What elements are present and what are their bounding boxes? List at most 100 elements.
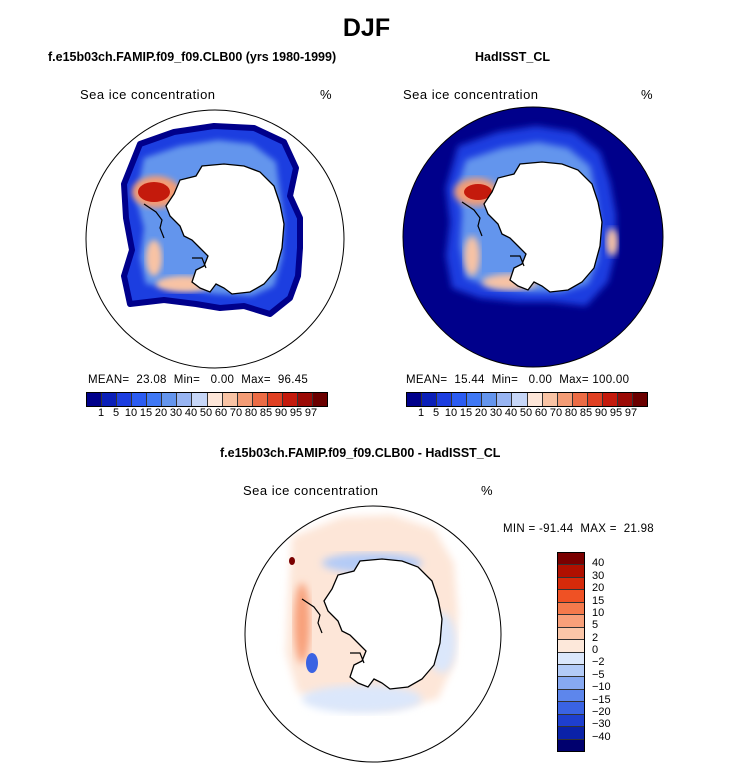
panel3-colorbar-swatch [558,577,584,591]
panel2-colorbar-label: 90 [594,407,608,419]
panel2-colorbar-swatch [617,393,633,406]
panel1-colorbar-swatch [237,393,253,406]
panel2-colorbar-label: 20 [474,407,488,419]
panel1-colorbar-labels: 1 5 10 15 20 30 40 50 60 70 80 85 90 95 97 [86,407,326,421]
panel1-colorbar-swatch [222,393,238,406]
panel3-colorbar-swatch [558,652,584,665]
panel3-polar-map [244,505,502,763]
panel3-colorbar-label: −5 [592,668,605,681]
panel2-colorbar-swatch [497,393,513,406]
panel3-colorbar-swatch [558,602,584,616]
panel1-colorbar-swatch [102,393,118,406]
panel1-colorbar-label: 80 [244,407,258,419]
panel2-variable-label: Sea ice concentration [403,87,539,102]
panel1-colorbar-swatch [312,393,327,406]
panel3-colorbar-swatch [558,689,584,703]
panel1-colorbar-label: 85 [259,407,273,419]
panel1-colorbar-swatch [87,393,103,406]
panel3-colorbar-label: 40 [592,557,605,570]
panel3-colorbar-label: −15 [592,693,611,706]
panel1-colorbar-swatch [132,393,148,406]
panel1-colorbar [86,392,328,407]
panel2-subtitle: HadISST_CL [475,50,551,64]
panel2-colorbar-swatch [572,393,588,406]
panel3-colorbar-swatch [558,640,584,653]
panel3-colorbar-label: −30 [592,718,611,731]
panel1-colorbar-swatch [162,393,178,406]
panel2-units-label: % [641,87,654,102]
panel1-colorbar-label: 60 [214,407,228,419]
panel1-colorbar-label: 95 [289,407,303,419]
panel1-map-border [85,109,345,369]
panel1-stats: MEAN= 23.08 Min= 0.00 Max= 96.45 [88,374,309,386]
panel2-colorbar-label: 15 [459,407,473,419]
figure-title: DJF [342,14,391,42]
panel1-colorbar-swatch [252,393,268,406]
panel2-colorbar [406,392,648,407]
panel1-colorbar-label: 70 [229,407,243,419]
panel1-colorbar-label: 15 [139,407,153,419]
panel1-colorbar-swatch [192,393,208,406]
panel3-colorbar-label: −10 [592,681,611,694]
panel2-colorbar-label: 10 [444,407,458,419]
panel3-colorbar-swatch [558,727,584,740]
panel3-colorbar-swatch [558,553,584,566]
panel2-colorbar-swatch [512,393,528,406]
panel3-colorbar-label: 10 [592,606,605,619]
panel2-map-border [402,106,664,368]
panel2-colorbar-swatch [437,393,453,406]
panel1-colorbar-label: 40 [184,407,198,419]
panel1-colorbar-swatch [177,393,193,406]
panel3-colorbar-swatch [558,565,584,578]
panel3-colorbar-swatch [558,590,584,603]
panel1-colorbar-swatch [297,393,313,406]
panel2-colorbar-label: 40 [504,407,518,419]
panel2-colorbar-label: 85 [579,407,593,419]
panel3-variable-label: Sea ice concentration [243,483,379,498]
panel2-colorbar-label: 50 [519,407,533,419]
panel3-colorbar-label: −2 [592,656,605,669]
panel1-colorbar-label: 20 [154,407,168,419]
panel1-subtitle: f.e15b03ch.FAMIP.f09_f09.CLB00 (yrs 1980… [48,50,337,64]
panel3-colorbar-label: 0 [592,644,599,656]
panel1-variable-label: Sea ice concentration [80,87,216,102]
panel2-colorbar-swatch [632,393,647,406]
panel2-colorbar-label: 30 [489,407,503,419]
panel2-colorbar-swatch [467,393,483,406]
panel3-colorbar-label: 5 [592,619,599,632]
panel1-colorbar-swatch [267,393,283,406]
panel3-colorbar-swatch [558,677,584,690]
panel1-colorbar-label: 90 [274,407,288,419]
panel1-colorbar-swatch [147,393,163,406]
panel2-colorbar-label: 60 [534,407,548,419]
panel2-colorbar-labels: 1 5 10 15 20 30 40 50 60 70 80 85 90 95 97 [406,407,646,421]
panel2-colorbar-swatch [557,393,573,406]
panel2-colorbar-label: 5 [432,407,440,419]
panel3-units-label: % [481,483,494,498]
panel2-stats: MEAN= 15.44 Min= 0.00 Max= 100.00 [406,374,630,386]
panel2-colorbar-swatch [482,393,498,406]
panel1-polar-map [85,109,345,369]
panel2-colorbar-label: 80 [564,407,578,419]
panel2-colorbar-label: 97 [624,407,638,419]
panel2-colorbar-swatch [527,393,543,406]
panel2-colorbar-swatch [422,393,438,406]
panel1-colorbar-swatch [207,393,223,406]
panel2-polar-map [402,106,664,368]
panel1-colorbar-label: 5 [112,407,120,419]
panel3-colorbar-label: 20 [592,582,605,595]
panel2-colorbar-label: 95 [609,407,623,419]
panel3-colorbar-swatch [558,615,584,628]
panel3-colorbar-label: 2 [592,631,599,644]
panel3-subtitle: f.e15b03ch.FAMIP.f09_f09.CLB00 - HadISST… [220,446,501,460]
panel3-colorbar [557,552,585,752]
panel3-colorbar-swatch [558,664,584,678]
panel2-colorbar-swatch [407,393,423,406]
panel3-colorbar-swatch [558,627,584,641]
panel1-colorbar-label: 97 [304,407,318,419]
panel2-colorbar-swatch [587,393,603,406]
panel2-colorbar-label: 1 [417,407,425,419]
panel2-colorbar-label: 70 [549,407,563,419]
panel1-units-label: % [320,87,333,102]
panel1-colorbar-swatch [117,393,133,406]
